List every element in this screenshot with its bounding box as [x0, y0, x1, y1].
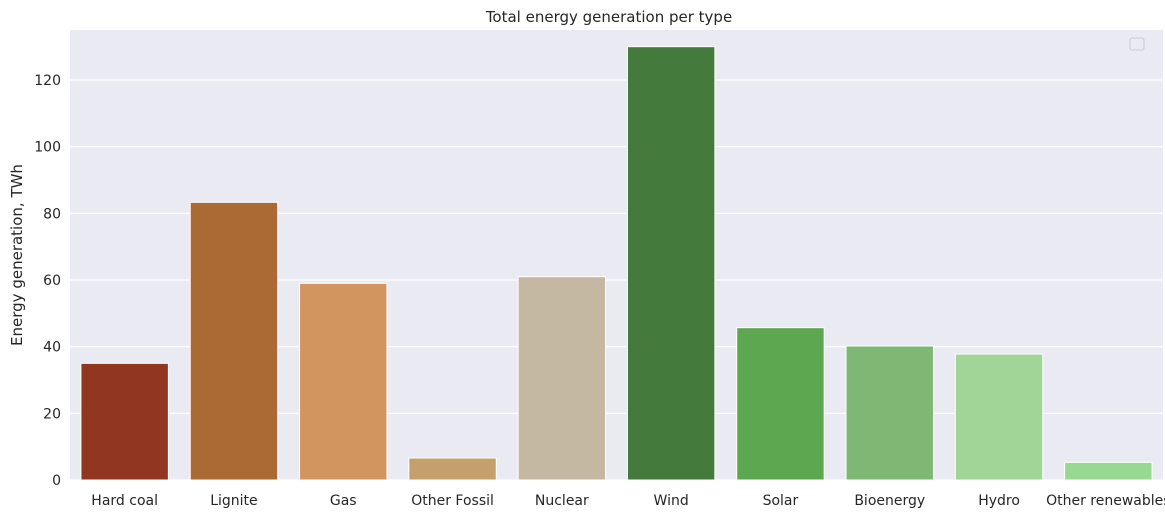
y-tick-label: 60	[43, 273, 61, 289]
y-axis-label: Energy generation, TWh	[8, 164, 26, 346]
y-tick-label: 100	[34, 140, 61, 156]
x-tick-label: Hard coal	[91, 493, 158, 509]
x-tick-label: Other renewables	[1046, 493, 1165, 509]
y-tick-label: 0	[52, 473, 61, 489]
bar-solar	[736, 327, 825, 481]
y-tick-label: 20	[43, 406, 61, 422]
bar-hard-coal	[80, 362, 169, 481]
bar-other-fossil	[408, 457, 497, 481]
bar-hydro	[954, 353, 1044, 481]
chart-title: Total energy generation per type	[485, 8, 732, 26]
x-tick-label: Bioenergy	[854, 493, 925, 509]
bar-nuclear	[517, 276, 607, 481]
y-tick-label: 120	[34, 73, 61, 89]
y-axis-ticks: 0 20 40 60 80 100 120	[34, 73, 61, 489]
bar-lignite	[189, 201, 279, 481]
x-tick-label: Lignite	[210, 493, 257, 509]
bar-bioenergy	[845, 345, 934, 481]
bars	[80, 46, 1153, 481]
bar-gas	[299, 282, 388, 481]
x-tick-label: Gas	[330, 493, 357, 509]
x-tick-label: Solar	[763, 493, 799, 509]
x-tick-label: Wind	[654, 493, 689, 509]
x-tick-label: Other Fossil	[411, 493, 494, 509]
x-axis-ticks: Hard coal Lignite Gas Other Fossil Nuclear Wi…	[91, 493, 1165, 509]
bar-wind	[626, 46, 716, 481]
x-tick-label: Hydro	[978, 493, 1020, 509]
legend-box	[1129, 37, 1145, 51]
y-tick-label: 80	[43, 206, 61, 222]
bar-other-renewables	[1064, 461, 1153, 481]
x-tick-label: Nuclear	[535, 493, 589, 509]
y-tick-label: 40	[43, 340, 61, 356]
